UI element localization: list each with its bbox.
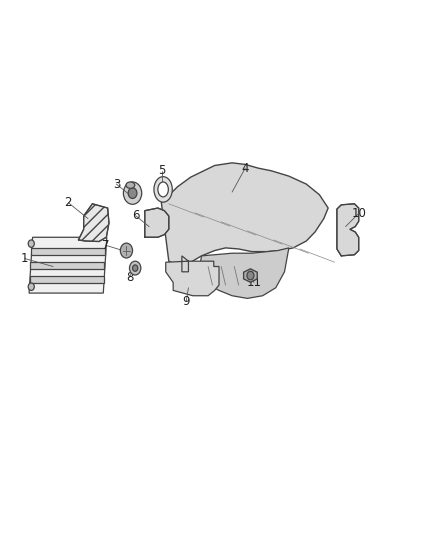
Text: 7: 7 bbox=[102, 239, 109, 252]
Polygon shape bbox=[31, 248, 105, 255]
Circle shape bbox=[28, 283, 34, 290]
Circle shape bbox=[128, 188, 137, 198]
Circle shape bbox=[124, 182, 142, 204]
Polygon shape bbox=[166, 256, 219, 296]
Text: 6: 6 bbox=[132, 209, 140, 222]
Polygon shape bbox=[199, 248, 289, 298]
Polygon shape bbox=[244, 269, 257, 282]
Polygon shape bbox=[78, 204, 109, 241]
Text: 5: 5 bbox=[159, 164, 166, 177]
Circle shape bbox=[120, 243, 133, 258]
Text: 1: 1 bbox=[21, 252, 28, 265]
Polygon shape bbox=[30, 262, 104, 269]
Polygon shape bbox=[337, 204, 359, 256]
Polygon shape bbox=[29, 237, 107, 293]
Text: 2: 2 bbox=[65, 196, 72, 209]
Polygon shape bbox=[161, 163, 328, 266]
Ellipse shape bbox=[154, 176, 172, 202]
Text: 4: 4 bbox=[241, 161, 249, 175]
Circle shape bbox=[133, 265, 138, 271]
Text: 3: 3 bbox=[113, 177, 120, 191]
Ellipse shape bbox=[158, 182, 168, 197]
Circle shape bbox=[247, 271, 254, 280]
Text: 11: 11 bbox=[247, 276, 261, 289]
Polygon shape bbox=[145, 208, 169, 237]
Text: 8: 8 bbox=[126, 271, 133, 284]
Text: 9: 9 bbox=[183, 295, 190, 308]
Circle shape bbox=[130, 261, 141, 275]
Polygon shape bbox=[30, 276, 104, 282]
Ellipse shape bbox=[126, 182, 135, 188]
Circle shape bbox=[28, 240, 34, 247]
Text: 10: 10 bbox=[351, 207, 366, 220]
